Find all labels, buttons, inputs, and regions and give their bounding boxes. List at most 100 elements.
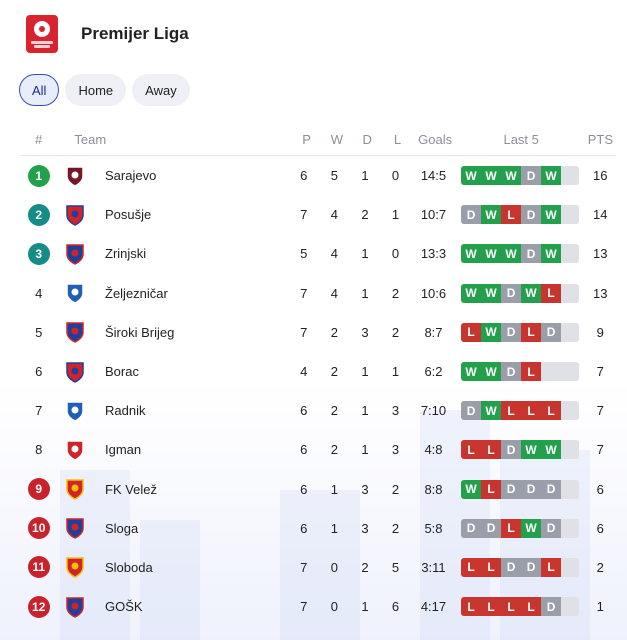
table-row[interactable]: 9 FK Velež 6 1 3 2 8:8 W L D D D 6 [20, 470, 616, 509]
form-result[interactable]: D [521, 244, 541, 264]
team-name[interactable]: Borac [105, 364, 139, 380]
table-row[interactable]: 11 Sloboda 7 0 2 5 3:11 L L D D L 2 [20, 548, 616, 587]
filter-all-button[interactable]: All [19, 74, 60, 106]
stat-points: 9 [596, 324, 604, 340]
form-result[interactable]: D [481, 518, 501, 538]
team-name[interactable]: Igman [105, 442, 142, 458]
form-result[interactable]: L [481, 479, 501, 499]
form-result[interactable]: L [501, 401, 521, 421]
form-result[interactable]: W [481, 166, 501, 186]
col-header-goals: Goals [418, 132, 453, 147]
form-result[interactable]: D [501, 362, 521, 382]
form-result[interactable]: D [461, 401, 481, 421]
form-result[interactable]: W [501, 244, 521, 264]
form-result[interactable]: W [461, 283, 481, 303]
table-row[interactable]: 10 Sloga 6 1 3 2 5:8 D D L W D 6 [20, 509, 616, 548]
team-name[interactable]: GOŠK [105, 599, 143, 615]
form-result[interactable]: L [501, 518, 521, 538]
form-result[interactable]: W [521, 283, 541, 303]
table-row[interactable]: 12 GOŠK 7 0 1 6 4:17 L L L L D 1 [20, 587, 616, 626]
stat-goals: 4:8 [424, 442, 443, 458]
stat-points: 7 [596, 403, 604, 419]
table-row[interactable]: 7 Radnik 6 2 1 3 7:10 D W L L L 7 [20, 391, 616, 430]
form-result[interactable]: D [501, 479, 521, 499]
form-result[interactable]: L [481, 440, 501, 460]
filter-home-button[interactable]: Home [65, 74, 127, 106]
form-result[interactable]: W [521, 440, 541, 460]
table-row[interactable]: 3 Zrinjski 5 4 1 0 13:3 W W W D W 13 [20, 234, 616, 273]
team-name[interactable]: Zrinjski [105, 246, 147, 262]
position-badge: 11 [27, 556, 50, 579]
team-crest-icon [66, 283, 84, 304]
form-result[interactable]: D [541, 322, 561, 342]
form-result[interactable]: L [461, 440, 481, 460]
form-result[interactable]: D [501, 322, 521, 342]
form-result[interactable]: W [521, 518, 541, 538]
team-name[interactable]: Široki Brijeg [105, 324, 175, 340]
form-result[interactable]: D [461, 205, 481, 225]
form-result[interactable]: L [481, 597, 501, 617]
form-result[interactable]: W [541, 166, 561, 186]
team-name[interactable]: Posušje [105, 207, 152, 223]
form-result[interactable]: D [521, 557, 541, 577]
team-name[interactable]: Radnik [105, 403, 146, 419]
form-result[interactable]: D [501, 440, 521, 460]
form-result[interactable]: D [541, 597, 561, 617]
form-result[interactable]: L [501, 597, 521, 617]
form-result[interactable]: D [501, 557, 521, 577]
form-result[interactable]: L [521, 401, 541, 421]
stat-wins: 2 [330, 364, 338, 380]
form-result[interactable]: L [461, 557, 481, 577]
form-result[interactable]: W [481, 322, 501, 342]
form-result[interactable]: D [541, 518, 561, 538]
table-row[interactable]: 5 Široki Brijeg 7 2 3 2 8:7 L W D L D 9 [20, 313, 616, 352]
form-result[interactable]: W [461, 166, 481, 186]
form-result[interactable]: L [541, 401, 561, 421]
form-result[interactable]: W [481, 205, 501, 225]
form-result[interactable]: W [541, 440, 561, 460]
team-name[interactable]: Sarajevo [105, 168, 157, 184]
stat-draws: 3 [361, 481, 369, 497]
team-name[interactable]: Željezničar [105, 285, 168, 301]
team-name[interactable]: Sloga [105, 520, 139, 536]
form-result[interactable]: D [541, 479, 561, 499]
form-result[interactable]: D [521, 205, 541, 225]
form-result[interactable]: L [481, 557, 501, 577]
team-name[interactable]: FK Velež [105, 481, 158, 497]
form-result[interactable]: D [501, 283, 521, 303]
form-result[interactable]: L [501, 205, 521, 225]
form-result[interactable]: W [481, 244, 501, 264]
form-result[interactable]: D [521, 166, 541, 186]
stat-draws: 3 [361, 324, 369, 340]
form-result[interactable]: L [521, 597, 541, 617]
form-result[interactable]: L [461, 322, 481, 342]
form-result[interactable]: W [501, 166, 521, 186]
form-result[interactable]: L [541, 283, 561, 303]
stat-draws: 1 [361, 599, 369, 615]
form-result[interactable]: W [481, 283, 501, 303]
form-result[interactable]: W [461, 362, 481, 382]
form-result[interactable]: L [541, 557, 561, 577]
table-row[interactable]: 4 Željezničar 7 4 1 2 10:6 W W D W L 13 [20, 274, 616, 313]
form-result[interactable]: W [481, 362, 501, 382]
position-badge: 10 [27, 517, 50, 540]
table-row[interactable]: 8 Igman 6 2 1 3 4:8 L L D W W 7 [20, 430, 616, 469]
form-result[interactable]: W [461, 479, 481, 499]
table-row[interactable]: 1 Sarajevo 6 5 1 0 14:5 W W W D W 16 [20, 156, 616, 195]
form-result[interactable]: W [481, 401, 501, 421]
filter-away-button[interactable]: Away [132, 74, 190, 106]
table-row[interactable]: 2 Posušje 7 4 2 1 10:7 D W L D W 14 [20, 195, 616, 234]
form-result[interactable]: L [521, 322, 541, 342]
form-result[interactable]: L [521, 362, 541, 382]
form-result[interactable]: W [461, 244, 481, 264]
form-result[interactable]: L [461, 597, 481, 617]
stat-played: 5 [300, 246, 308, 262]
stat-losses: 2 [391, 481, 400, 497]
form-result[interactable]: W [541, 205, 561, 225]
stat-played: 6 [300, 168, 308, 184]
form-result[interactable]: W [541, 244, 561, 264]
form-result[interactable]: D [521, 479, 541, 499]
table-row[interactable]: 6 Borac 4 2 1 1 6:2 W W D L 7 [20, 352, 616, 391]
team-name[interactable]: Sloboda [105, 559, 153, 575]
form-result[interactable]: D [461, 518, 481, 538]
